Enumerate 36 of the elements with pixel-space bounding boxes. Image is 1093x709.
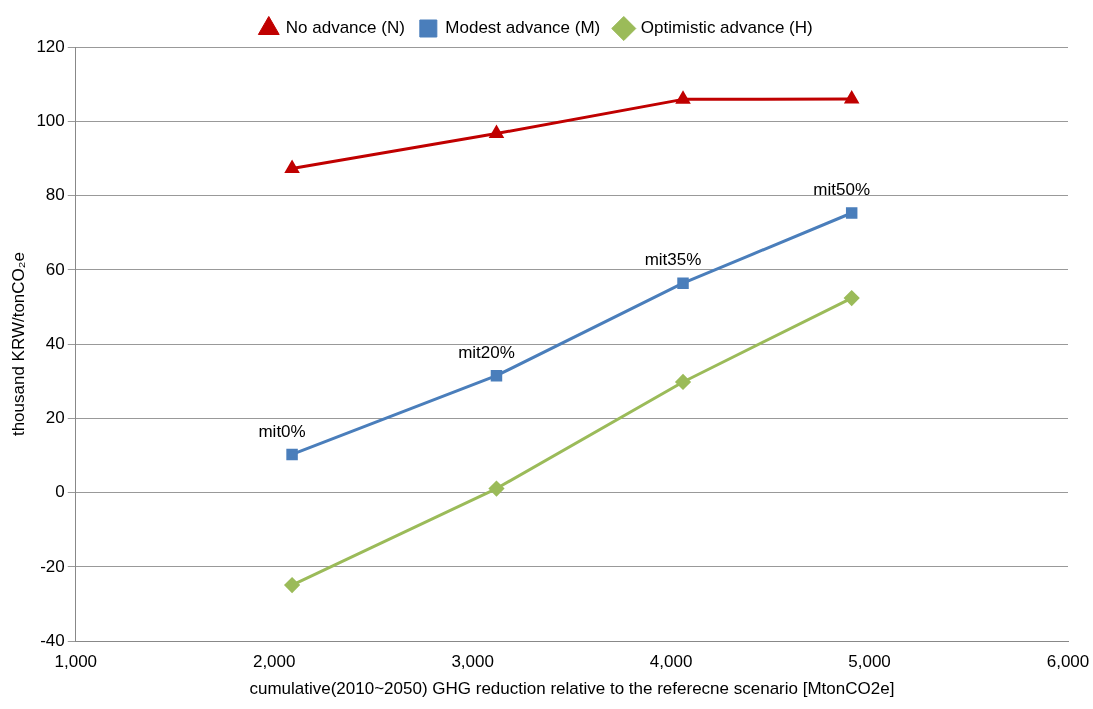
legend-label: Optimistic advance (H): [640, 18, 813, 38]
point: [285, 160, 299, 173]
point: [844, 290, 860, 306]
point: [489, 126, 504, 139]
annotation: mit0%: [258, 421, 306, 441]
point: [675, 374, 691, 390]
annotation: mit20%: [458, 342, 515, 362]
x-tick-label: 6,000: [1046, 652, 1090, 672]
x-tick-label: 1,000: [54, 652, 98, 672]
y-tick-label: -40: [40, 630, 65, 650]
legend-label: Modest advance (M): [445, 18, 601, 38]
x-tick-label: 5,000: [848, 652, 891, 672]
x-tick-label: 4,000: [649, 652, 693, 672]
y-tick-label: 0: [55, 482, 65, 502]
y-tick-label: 120: [36, 36, 65, 56]
x-axis-title: cumulative(2010~2050) GHG reduction relative to the referecne scenario [MtonCO2e]: [249, 679, 895, 699]
point: [490, 369, 503, 382]
y-tick-label: 40: [45, 333, 65, 353]
y-tick-label: 100: [36, 110, 65, 130]
y-axis-title: thousand KRW/tonCO₂e: [8, 252, 28, 437]
point: [284, 577, 300, 593]
annotation: mit50%: [813, 180, 871, 200]
point: [676, 91, 690, 104]
point: [488, 481, 504, 497]
y-tick-label: 60: [45, 259, 65, 279]
y-tick-label: 20: [45, 408, 65, 428]
x-tick-label: 3,000: [451, 652, 494, 672]
point: [845, 207, 858, 219]
legend-label: No advance (N): [285, 18, 405, 38]
y-tick-label: 80: [45, 185, 65, 205]
x-tick-label: 2,000: [252, 652, 296, 672]
point: [677, 277, 689, 289]
y-tick-label: -20: [40, 556, 65, 576]
point: [286, 448, 298, 461]
point: [845, 91, 859, 104]
annotation: mit35%: [644, 250, 702, 270]
